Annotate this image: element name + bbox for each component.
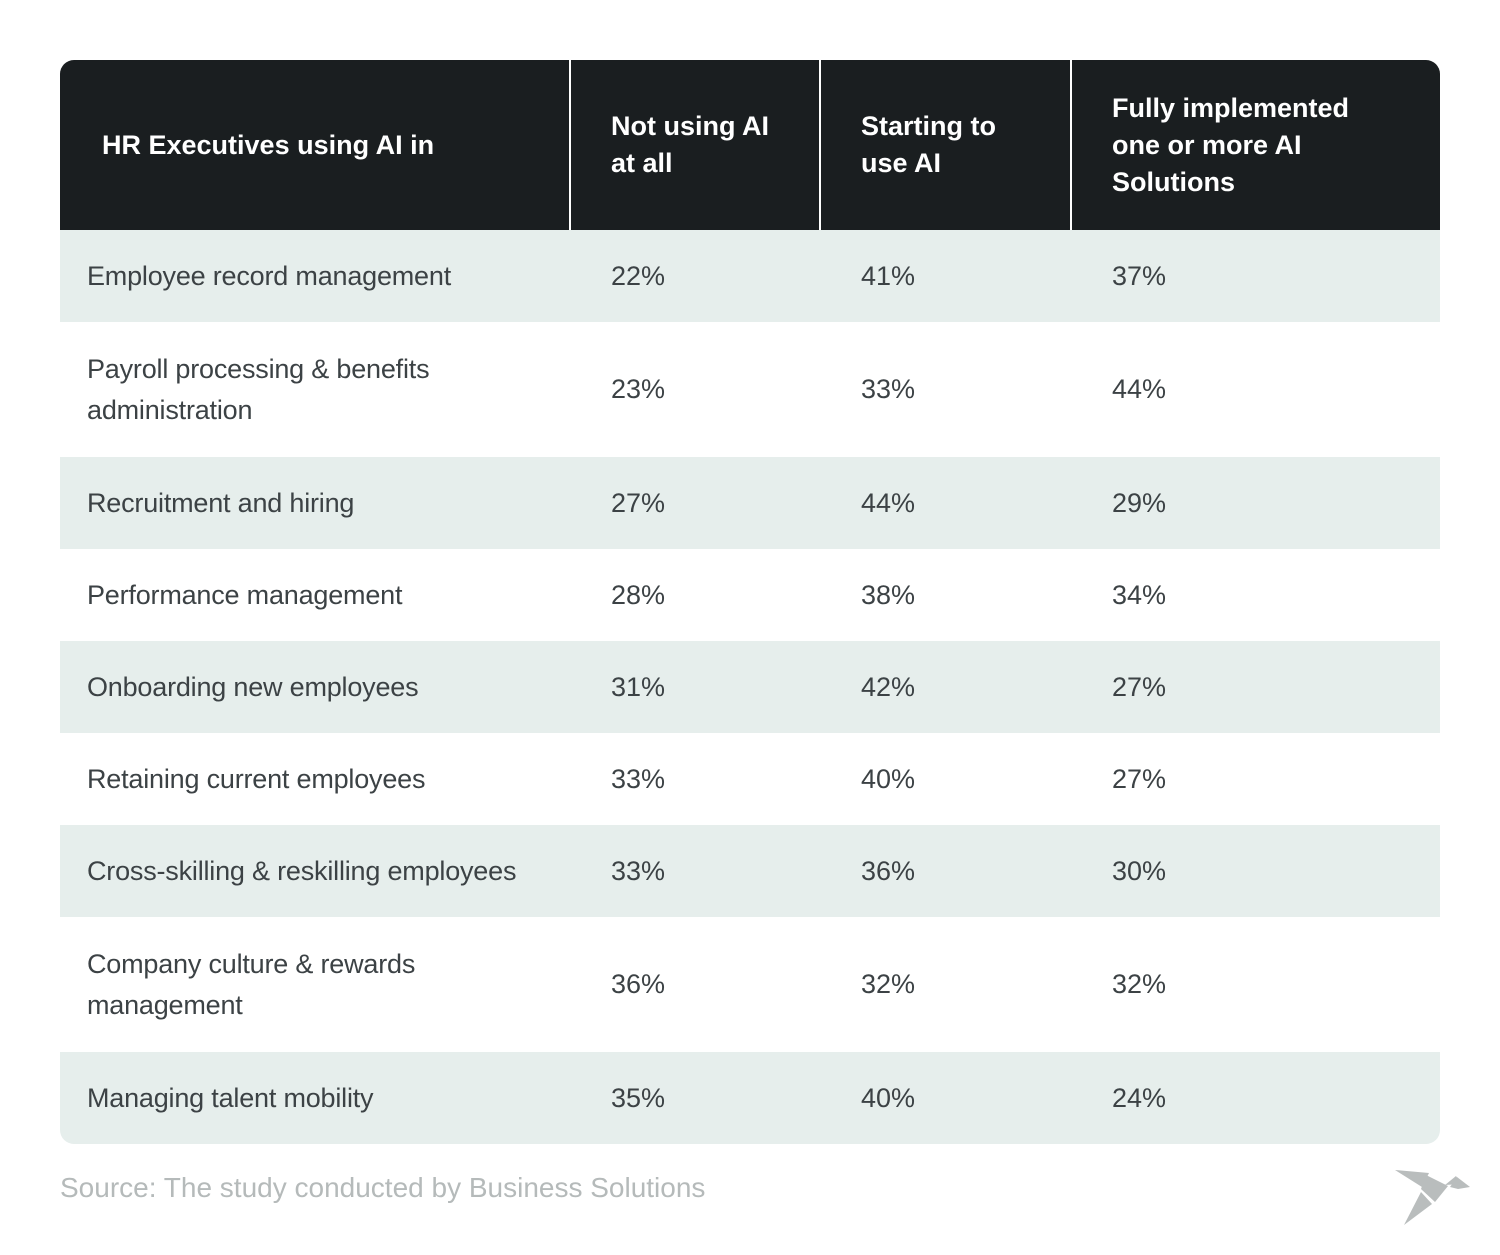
header-cell-fully-implemented: Fully implemented one or more AI Solutio… — [1070, 60, 1440, 230]
header-cell-starting: Starting to use AI — [819, 60, 1070, 230]
table-row: Performance management 28% 38% 34% — [60, 549, 1440, 641]
value-not-using: 27% — [611, 487, 666, 518]
value-fully: 27% — [1112, 671, 1167, 702]
value-starting: 44% — [861, 487, 916, 518]
value-starting: 40% — [861, 1082, 916, 1113]
row-label: Employee record management — [87, 260, 451, 291]
header-label: Starting to use AI — [861, 111, 996, 178]
row-label: Managing talent mobility — [87, 1082, 374, 1113]
row-label: Company culture & rewards management — [87, 948, 416, 1020]
value-fully: 27% — [1112, 763, 1167, 794]
table-row: Retaining current employees 33% 40% 27% — [60, 733, 1440, 825]
table-row: Managing talent mobility 35% 40% 24% — [60, 1052, 1440, 1144]
table-row: Onboarding new employees 31% 42% 27% — [60, 641, 1440, 733]
value-fully: 24% — [1112, 1082, 1167, 1113]
value-starting: 32% — [861, 969, 916, 999]
value-starting: 38% — [861, 579, 916, 610]
table-header-row: HR Executives using AI in Not using AI a… — [60, 60, 1440, 230]
row-label: Onboarding new employees — [87, 671, 419, 702]
row-label: Performance management — [87, 579, 403, 610]
value-starting: 42% — [861, 671, 916, 702]
table-row: Employee record management 22% 41% 37% — [60, 230, 1440, 322]
header-label: HR Executives using AI in — [102, 129, 435, 160]
row-label: Payroll processing & benefits administra… — [87, 353, 430, 425]
value-starting: 40% — [861, 763, 916, 794]
source-attribution: Source: The study conducted by Business … — [60, 1172, 706, 1203]
value-starting: 41% — [861, 260, 916, 291]
table-row: Company culture & rewards management 36%… — [60, 917, 1440, 1052]
value-not-using: 35% — [611, 1082, 666, 1113]
header-label: Not using AI at all — [611, 111, 769, 178]
hr-ai-usage-table: HR Executives using AI in Not using AI a… — [60, 60, 1440, 1144]
value-not-using: 36% — [611, 969, 666, 999]
value-starting: 36% — [861, 855, 916, 886]
value-starting: 33% — [861, 374, 916, 404]
header-cell-not-using: Not using AI at all — [569, 60, 819, 230]
value-fully: 44% — [1112, 374, 1167, 404]
origami-bird-icon — [1395, 1170, 1470, 1225]
table-row: Recruitment and hiring 27% 44% 29% — [60, 457, 1440, 549]
value-fully: 34% — [1112, 579, 1167, 610]
value-not-using: 23% — [611, 374, 666, 404]
header-label: Fully implemented one or more AI Solutio… — [1112, 92, 1350, 197]
row-label: Recruitment and hiring — [87, 487, 355, 518]
value-not-using: 28% — [611, 579, 666, 610]
value-not-using: 31% — [611, 671, 666, 702]
row-label: Retaining current employees — [87, 763, 426, 794]
value-not-using: 33% — [611, 855, 666, 886]
value-not-using: 22% — [611, 260, 666, 291]
value-fully: 37% — [1112, 260, 1167, 291]
value-fully: 32% — [1112, 969, 1167, 999]
table-row: Cross-skilling & reskilling employees 33… — [60, 825, 1440, 917]
value-not-using: 33% — [611, 763, 666, 794]
header-cell-category: HR Executives using AI in — [60, 60, 569, 230]
value-fully: 29% — [1112, 487, 1167, 518]
row-label: Cross-skilling & reskilling employees — [87, 855, 517, 886]
value-fully: 30% — [1112, 855, 1167, 886]
table-row: Payroll processing & benefits administra… — [60, 322, 1440, 457]
